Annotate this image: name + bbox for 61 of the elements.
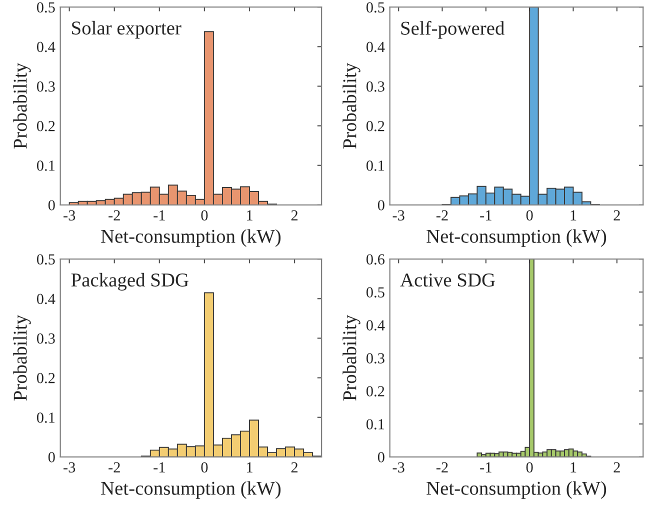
y-tick-label: 0.2	[36, 372, 55, 384]
x-axis-title: Net-consumption (kW)	[426, 481, 606, 499]
x-tick-label: 2	[291, 462, 298, 472]
y-tick-label: 0.3	[366, 353, 384, 364]
x-axis-title: Net-consumption (kW)	[101, 481, 281, 499]
y-tick-label: 0	[48, 452, 55, 462]
x-tick-label: -1	[480, 210, 492, 220]
x-tick-label: 2	[291, 210, 298, 220]
x-tick-label: -2	[108, 210, 120, 220]
y-tick-label: 0.4	[36, 294, 56, 304]
y-tick-label: 0.2	[366, 386, 384, 396]
x-tick-label: 1	[247, 462, 252, 472]
y-tick-label: 0.1	[366, 160, 384, 171]
y-tick-label: 0.1	[366, 419, 384, 430]
y-tick-label: 0.4	[36, 42, 56, 52]
x-tick-label: -1	[154, 210, 165, 220]
y-tick-label: 0	[48, 200, 55, 210]
x-tick-label: 2	[614, 210, 620, 220]
x-tick-label: 0	[526, 462, 533, 473]
x-tick-label: -2	[436, 462, 448, 472]
y-tick-label: 0.3	[36, 333, 55, 344]
x-tick-label: -1	[154, 462, 165, 472]
x-tick-label: -3	[392, 462, 404, 473]
y-tick-label: 0.5	[36, 2, 55, 13]
x-tick-label: 0	[201, 210, 208, 221]
y-axis-title: Probability	[342, 62, 360, 149]
x-axis-title: Net-consumption (kW)	[101, 229, 281, 247]
x-axis-title: Net-consumption (kW)	[426, 229, 606, 247]
x-tick-label: -3	[392, 210, 404, 221]
y-tick-label: 0.1	[36, 160, 55, 171]
text: Self-powered	[401, 20, 504, 39]
text: Active SDG	[400, 274, 495, 287]
y-tick-label: 0.5	[366, 287, 384, 298]
y-tick-label: 0.3	[36, 81, 55, 92]
x-tick-label: -3	[64, 210, 76, 221]
y-tick-label: 0	[378, 200, 384, 210]
x-tick-label: 2	[614, 462, 620, 472]
y-axis-title: Probability	[13, 62, 31, 149]
x-tick-label: 0	[201, 462, 208, 473]
x-tick-label: 1	[247, 210, 252, 220]
x-tick-label: 1	[570, 462, 576, 472]
y-tick-label: 0.6	[366, 254, 385, 265]
y-tick-label: 0.3	[366, 81, 384, 92]
y-tick-label: 0.5	[366, 2, 384, 13]
x-tick-label: -3	[64, 462, 76, 473]
y-axis-title: Probability	[13, 314, 31, 401]
text: Solar exporter	[72, 20, 182, 39]
y-tick-label: 0.5	[36, 254, 55, 265]
y-tick-label: 0.4	[366, 42, 385, 52]
y-tick-label: 0.2	[366, 120, 384, 132]
x-tick-label: 1	[570, 210, 576, 220]
y-tick-label: 0.2	[36, 120, 55, 132]
y-tick-label: 0	[378, 452, 384, 462]
text: Packaged SDG	[71, 272, 188, 291]
x-tick-label: -2	[436, 210, 448, 220]
x-tick-label: -2	[108, 462, 120, 472]
y-tick-label: 0.1	[36, 412, 55, 423]
x-tick-label: 0	[526, 210, 533, 221]
x-tick-label: -1	[480, 462, 492, 472]
y-axis-title: Probability	[342, 314, 360, 401]
y-tick-label: 0.4	[366, 320, 385, 331]
